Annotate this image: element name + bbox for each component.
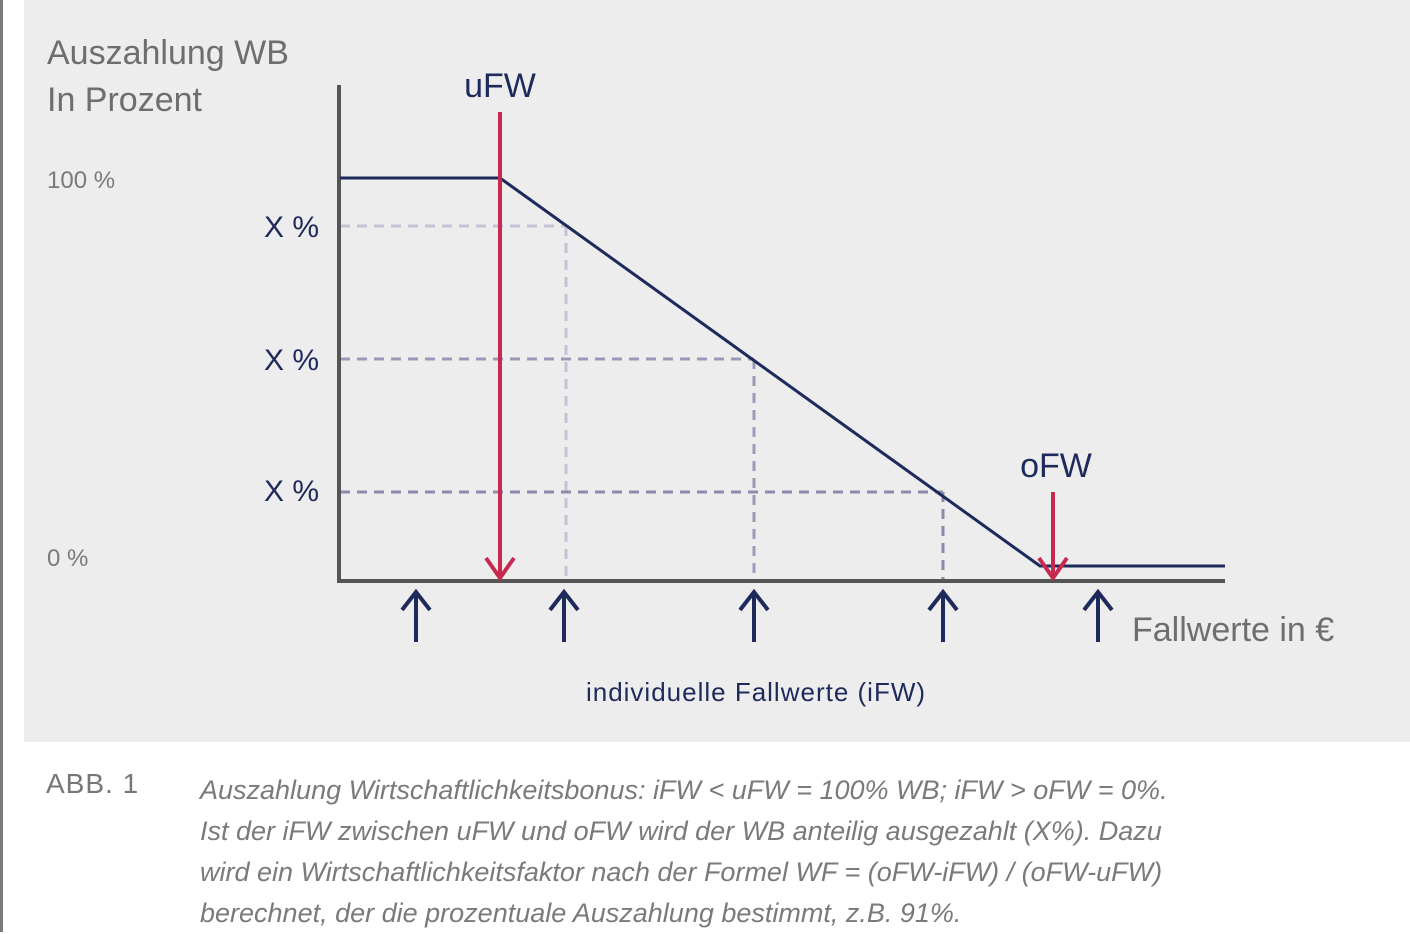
ofw-label: oFW [1020,447,1092,485]
ofw-arrow [1037,492,1069,582]
ufw-label: uFW [464,67,536,105]
caption-line: berechnet, der die prozentuale Auszahlun… [200,898,962,928]
ifw-arrow-4 [927,588,959,642]
caption-line: wird ein Wirtschaftlichkeitsfaktor nach … [200,857,1163,887]
ifw-arrow-1 [400,588,432,642]
figure-caption: Auszahlung Wirtschaftlichkeitsbonus: iFW… [200,770,1390,934]
payout-curve [340,176,1225,568]
x-percent-label-2: X % [264,344,319,377]
caption-line: Auszahlung Wirtschaftlichkeitsbonus: iFW… [200,775,1168,805]
x-axis-label: Fallwerte in € [1132,611,1334,649]
caption-line: Ist der iFW zwischen uFW und oFW wird de… [200,816,1162,846]
ifw-label: individuelle Fallwerte (iFW) [586,677,926,707]
diagram-panel [24,0,1410,742]
figure-label: ABB. 1 [46,768,140,799]
y-axis-title-line1: Auszahlung WB [47,34,289,72]
ifw-arrow-5 [1082,588,1114,642]
tick-0-percent: 0 % [47,545,88,572]
x-percent-label-1: X % [264,211,319,244]
ifw-arrow-3 [738,588,770,642]
left-border-rule [0,0,3,932]
tick-100-percent: 100 % [47,167,115,194]
ifw-arrow-2 [548,588,580,642]
ufw-arrow [484,112,516,582]
payout-diagram: Auszahlung WB In Prozent 100 % 0 % X % X… [47,34,1334,707]
x-percent-label-3: X % [264,475,319,508]
y-axis-title-line2: In Prozent [47,81,203,119]
